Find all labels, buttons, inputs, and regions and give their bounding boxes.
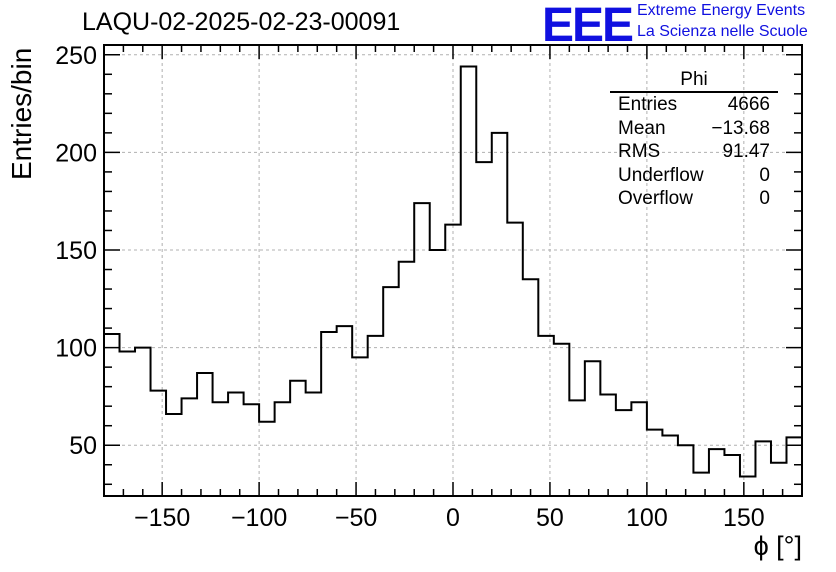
x-tick-label: 100: [626, 504, 668, 532]
x-tick-label: 150: [723, 504, 765, 532]
chart-title: LAQU-02-2025-02-23-00091: [82, 8, 401, 36]
x-tick-label: −150: [134, 504, 190, 532]
axes: [103, 44, 803, 497]
y-tick-label: 150: [55, 237, 97, 265]
x-tick-label: −100: [231, 504, 287, 532]
eee-logo-mark: EEE: [542, 0, 634, 52]
x-tick-label: 50: [536, 504, 564, 532]
stats-row-mean: Mean −13.68: [610, 117, 778, 141]
y-tick-label: 250: [55, 42, 97, 70]
stats-row-rms: RMS 91.47: [610, 140, 778, 164]
y-tick-label: 200: [55, 139, 97, 167]
y-tick-label: 100: [55, 335, 97, 363]
logo-line-1: Extreme Energy Events: [637, 2, 806, 19]
stats-label: Underflow: [618, 164, 704, 186]
stats-row-entries: Entries 4666: [610, 93, 778, 117]
stats-label: Overflow: [618, 188, 693, 209]
histogram-series: [104, 65, 802, 478]
x-axis-label: ϕ [°]: [753, 531, 802, 561]
stats-title: Phi: [610, 70, 778, 93]
stats-value: 0: [759, 188, 770, 209]
logo-line-2: La Scienza nelle Scuole: [637, 23, 808, 40]
stats-label: Entries: [618, 94, 678, 115]
stats-value: 0: [759, 164, 770, 186]
y-tick-label: 50: [69, 432, 97, 460]
tick-labels: −150 −100 −50 0 50 100 150 50 100 150 200 250: [55, 42, 764, 532]
stats-row-underflow: Underflow 0: [610, 164, 778, 188]
stats-value: 91.47: [722, 141, 770, 162]
stats-value: 4666: [727, 94, 770, 115]
y-axis-label: Entries/bin: [6, 47, 37, 180]
x-tick-label: −50: [335, 504, 377, 532]
stats-box: Phi Entries 4666 Mean −13.68 RMS 91.47 U…: [610, 70, 778, 211]
stats-row-overflow: Overflow 0: [610, 187, 778, 211]
stats-label: RMS: [618, 141, 661, 162]
x-tick-label: 0: [446, 504, 460, 532]
stats-value: −13.68: [711, 117, 770, 139]
stats-label: Mean: [618, 117, 666, 139]
